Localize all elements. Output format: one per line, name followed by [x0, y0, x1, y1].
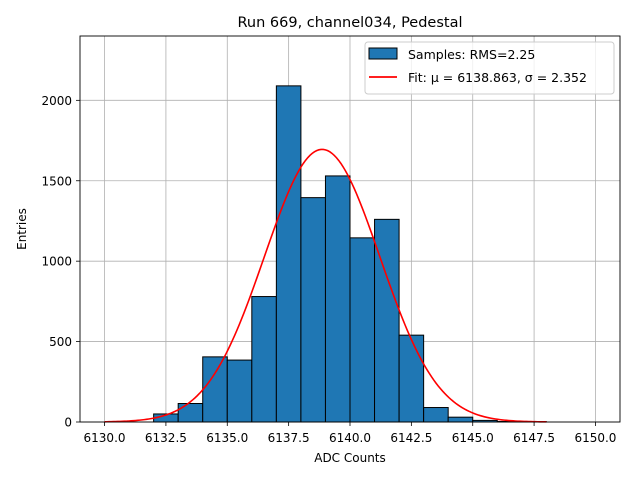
fit-curve: [104, 148, 547, 423]
y-axis-ticks: 0 500 1000 1500 2000: [41, 94, 80, 430]
histogram-bar: [447, 416, 474, 423]
x-tick-label: 6132.5: [145, 431, 187, 445]
histogram-bar: [324, 175, 351, 423]
x-axis-label: ADC Counts: [314, 451, 386, 465]
chart-title: Run 669, channel034, Pedestal: [237, 15, 462, 31]
x-tick-label: 6140.0: [329, 431, 371, 445]
y-tick-label: 1500: [41, 174, 72, 188]
histogram-bar: [226, 359, 253, 423]
legend: Samples: RMS=2.25 Fit: μ = 6138.863, σ =…: [364, 41, 615, 95]
legend-histogram-swatch: [368, 47, 398, 60]
histogram-bar: [300, 197, 326, 423]
histogram-bar: [398, 334, 425, 423]
histogram-bar: [177, 403, 204, 423]
histogram-bar: [423, 407, 449, 423]
x-tick-label: 6147.5: [513, 431, 555, 445]
y-tick-label: 2000: [41, 94, 72, 108]
histogram-bar: [349, 237, 376, 423]
x-tick-label: 6130.0: [84, 431, 126, 445]
histogram-bar: [251, 296, 277, 423]
y-axis-label: Entries: [15, 208, 29, 250]
x-axis-ticks: 6130.0 6132.5 6135.0 6137.5 6140.0 6142.5 6145…: [84, 422, 616, 445]
histogram-bar: [202, 356, 228, 423]
y-tick-label: 1000: [41, 255, 72, 269]
legend-box: [364, 41, 615, 95]
x-tick-label: 6145.0: [452, 431, 494, 445]
legend-fit-label: Fit: μ = 6138.863, σ = 2.352: [408, 70, 587, 85]
y-tick-label: 0: [64, 416, 72, 430]
y-tick-label: 500: [49, 335, 72, 349]
legend-histogram-label: Samples: RMS=2.25: [408, 47, 535, 62]
x-tick-label: 6142.5: [390, 431, 432, 445]
x-tick-label: 6150.0: [574, 431, 616, 445]
x-tick-label: 6137.5: [268, 431, 310, 445]
x-tick-label: 6135.0: [206, 431, 248, 445]
histogram-bar: [275, 85, 302, 423]
